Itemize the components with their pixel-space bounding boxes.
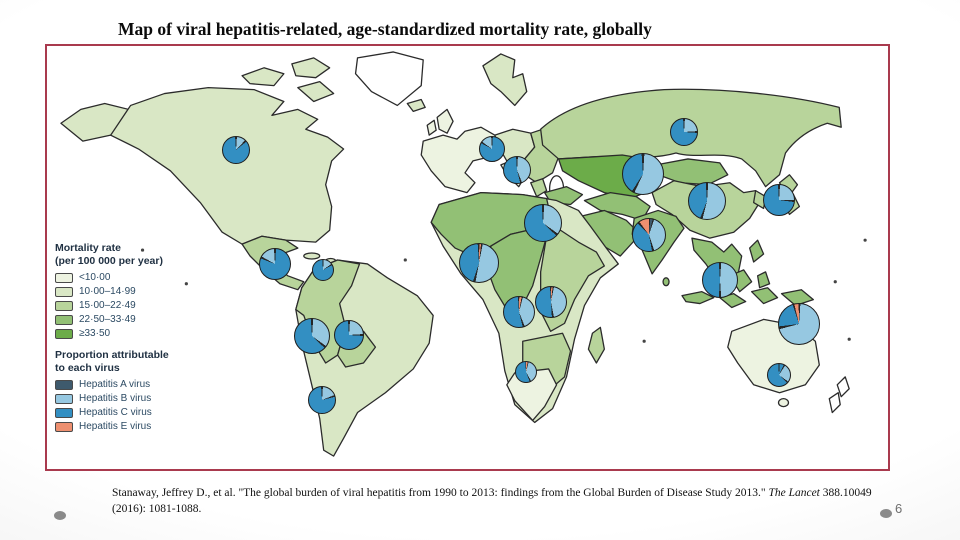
map-legend: Mortality rate (per 100 000 per year) <1… — [55, 242, 215, 442]
citation-text: 388.10049 (2016): 1081-1088. — [112, 487, 872, 515]
region-southern-africa — [506, 368, 558, 422]
legend-swatch — [55, 407, 73, 418]
island-dot — [833, 280, 837, 284]
legend-swatch — [55, 314, 73, 325]
legend-swatch — [55, 393, 73, 404]
legend-label: Hepatitis B virus — [79, 393, 152, 405]
region-sulawesi — [756, 271, 771, 289]
region-iceland — [406, 98, 426, 113]
island-dot — [140, 248, 145, 252]
region-greenland — [354, 51, 424, 107]
legend-item: Hepatitis C virus — [55, 407, 215, 418]
legend-item: ≥33·50 — [55, 328, 215, 339]
pie-layer — [47, 46, 888, 469]
legend-swatch — [55, 379, 73, 390]
pie-east-asia — [763, 184, 795, 216]
pie-southern-africa — [515, 361, 537, 383]
region-indonesia — [681, 291, 715, 305]
legend-label: 10·00–14·99 — [79, 286, 136, 298]
region-madagascar — [587, 326, 605, 364]
region-arctic-islands — [297, 81, 335, 103]
page-number: 6 — [895, 501, 903, 516]
pie-oceania — [778, 303, 820, 345]
legend-label: <10·00 — [79, 272, 111, 284]
mortality-legend-title: Mortality rate (per 100 000 per year) — [55, 242, 163, 267]
legend-swatch — [55, 272, 73, 283]
region-arctic-islands — [241, 67, 285, 87]
legend-label: Hepatitis A virus — [79, 379, 151, 391]
region-indonesia — [751, 287, 779, 305]
pie-central-asia — [622, 153, 664, 195]
region-new-zealand — [836, 376, 850, 398]
legend-label: Hepatitis C virus — [79, 407, 152, 419]
legend-swatch — [55, 286, 73, 297]
pie-china — [688, 182, 726, 220]
region-tasmania — [777, 398, 790, 408]
pie-central-america — [259, 248, 291, 280]
island-dot — [847, 337, 851, 341]
pie-north-america — [222, 136, 250, 164]
island-dot — [863, 238, 867, 242]
pie-caribbean — [312, 259, 334, 281]
pie-russia — [670, 118, 698, 146]
pie-south-asia — [632, 218, 666, 252]
pie-east-africa — [535, 286, 567, 318]
legend-item: 10·00–14·99 — [55, 286, 215, 297]
region-north-america — [110, 86, 345, 245]
legend-swatch — [55, 421, 73, 432]
legend-label: 22·50–33·49 — [79, 314, 136, 326]
footer-dot-right — [880, 509, 892, 518]
citation-journal: The Lancet — [768, 487, 820, 499]
pie-australia — [767, 363, 791, 387]
pie-eastern-europe — [503, 156, 531, 184]
legend-label: Hepatitis E virus — [79, 421, 152, 433]
pie-southeast-asia — [702, 262, 738, 298]
legend-item: 15·00–22·49 — [55, 300, 215, 311]
map-frame: Mortality rate (per 100 000 per year) <1… — [45, 44, 890, 471]
region-arctic-islands — [291, 57, 331, 79]
legend-label: 15·00–22·49 — [79, 300, 136, 312]
pie-western-europe — [479, 136, 505, 162]
pie-brazil — [334, 320, 364, 350]
legend-item: <10·00 — [55, 272, 215, 283]
legend-swatch — [55, 300, 73, 311]
citation-text: Stanaway, Jeffrey D., et al. "The global… — [112, 487, 769, 499]
legend-label: ≥33·50 — [79, 328, 111, 340]
legend-item: Hepatitis B virus — [55, 393, 215, 404]
citation: Stanaway, Jeffrey D., et al. "The global… — [112, 486, 872, 517]
region-sri-lanka — [662, 277, 670, 287]
region-philippines — [749, 239, 765, 263]
region-united-kingdom — [436, 108, 454, 134]
island-dot — [403, 258, 407, 262]
region-papua-new-guinea — [780, 289, 815, 307]
region-korea — [752, 189, 767, 210]
region-ireland — [426, 119, 437, 136]
legend-swatch — [55, 328, 73, 339]
legend-item: 22·50–33·49 — [55, 314, 215, 325]
pie-southern-cone — [308, 386, 336, 414]
region-scandinavia — [482, 53, 528, 107]
pie-west-africa — [459, 243, 499, 283]
region-new-zealand — [828, 392, 841, 414]
region-balkans — [530, 178, 548, 198]
proportion-legend-title: Proportion attributable to each virus — [55, 349, 169, 374]
pie-central-africa — [503, 296, 535, 328]
region-caribbean — [303, 252, 321, 260]
virus-legend-items: Hepatitis A virus Hepatitis B virus Hepati… — [55, 379, 215, 432]
legend-item: Hepatitis E virus — [55, 421, 215, 432]
pie-andean-south-america — [294, 318, 330, 354]
page-title: Map of viral hepatitis-related, age-stan… — [118, 19, 652, 39]
island-dot — [642, 339, 646, 343]
legend-item: Hepatitis A virus — [55, 379, 215, 390]
pie-north-africa-middle-east — [524, 204, 562, 242]
footer-dot-left — [54, 511, 66, 520]
mortality-legend-items: <10·00 10·00–14·99 15·00–22·49 22·50–33·49 ≥… — [55, 272, 215, 339]
island-dot — [184, 282, 188, 286]
